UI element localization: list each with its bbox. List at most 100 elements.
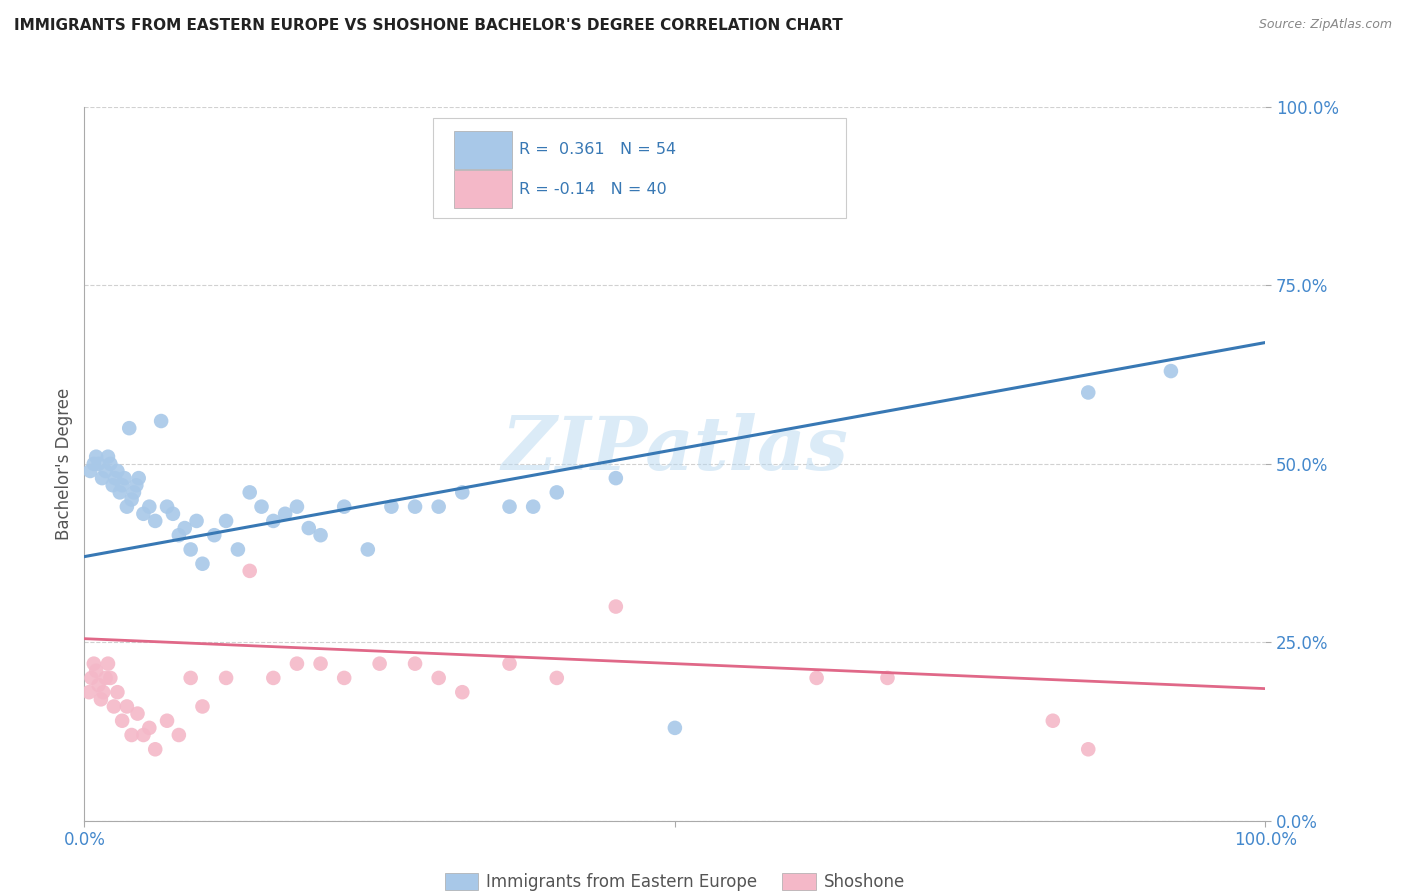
Point — [180, 671, 202, 685]
Point — [546, 671, 568, 685]
Point — [83, 457, 105, 471]
Point — [127, 706, 149, 721]
Point — [180, 542, 202, 557]
Point — [664, 721, 686, 735]
Point — [138, 721, 160, 735]
Point — [333, 500, 356, 514]
Point — [285, 657, 308, 671]
Point — [167, 728, 190, 742]
Point — [156, 500, 179, 514]
Point — [94, 671, 117, 685]
Point — [191, 699, 214, 714]
Point — [118, 421, 141, 435]
Point — [79, 464, 101, 478]
Point — [122, 485, 145, 500]
Point — [262, 671, 284, 685]
Point — [427, 671, 450, 685]
Point — [173, 521, 195, 535]
Point — [107, 685, 129, 699]
Point — [121, 728, 143, 742]
Text: ZIPatlas: ZIPatlas — [502, 413, 848, 486]
Point — [357, 542, 380, 557]
Point — [427, 500, 450, 514]
Point — [806, 671, 828, 685]
Point — [83, 657, 105, 671]
Point — [605, 471, 627, 485]
Point — [156, 714, 179, 728]
Point — [84, 664, 107, 678]
Point — [91, 471, 114, 485]
Point — [87, 457, 110, 471]
Point — [162, 507, 184, 521]
Point — [380, 500, 402, 514]
Point — [107, 464, 129, 478]
Point — [451, 685, 474, 699]
Point — [98, 457, 121, 471]
Text: IMMIGRANTS FROM EASTERN EUROPE VS SHOSHONE BACHELOR'S DEGREE CORRELATION CHART: IMMIGRANTS FROM EASTERN EUROPE VS SHOSHO… — [14, 18, 842, 33]
Point — [239, 564, 262, 578]
Point — [546, 485, 568, 500]
Point — [132, 728, 155, 742]
Point — [522, 500, 544, 514]
Point — [97, 657, 120, 671]
Point — [202, 528, 225, 542]
Point — [132, 507, 155, 521]
Point — [1077, 742, 1099, 756]
Point — [368, 657, 391, 671]
Point — [404, 657, 426, 671]
Point — [77, 685, 100, 699]
Point — [239, 485, 262, 500]
Point — [91, 685, 114, 699]
Point — [226, 542, 249, 557]
Point — [111, 714, 134, 728]
Point — [115, 500, 138, 514]
Point — [97, 450, 120, 464]
Point — [101, 478, 124, 492]
Point — [84, 450, 107, 464]
Legend: Immigrants from Eastern Europe, Shoshone: Immigrants from Eastern Europe, Shoshone — [437, 866, 912, 892]
Point — [150, 414, 173, 428]
FancyBboxPatch shape — [433, 118, 846, 218]
Point — [298, 521, 321, 535]
Text: R =  0.361   N = 54: R = 0.361 N = 54 — [519, 143, 676, 157]
Point — [215, 514, 238, 528]
Point — [167, 528, 190, 542]
Point — [605, 599, 627, 614]
Point — [87, 678, 110, 692]
Point — [309, 657, 332, 671]
Point — [285, 500, 308, 514]
Point — [333, 671, 356, 685]
Point — [262, 514, 284, 528]
Point — [1077, 385, 1099, 400]
Point — [104, 471, 127, 485]
Point — [1042, 714, 1064, 728]
Point — [404, 500, 426, 514]
Point — [274, 507, 297, 521]
Point — [115, 699, 138, 714]
Point — [114, 471, 136, 485]
Point — [309, 528, 332, 542]
Point — [186, 514, 208, 528]
Point — [498, 657, 520, 671]
Point — [125, 478, 148, 492]
Point — [111, 478, 134, 492]
Point — [138, 500, 160, 514]
Point — [128, 471, 150, 485]
FancyBboxPatch shape — [454, 130, 512, 169]
Point — [451, 485, 474, 500]
Point — [191, 557, 214, 571]
Point — [1160, 364, 1182, 378]
Text: R = -0.14   N = 40: R = -0.14 N = 40 — [519, 182, 666, 196]
Point — [94, 464, 117, 478]
FancyBboxPatch shape — [454, 169, 512, 209]
Point — [876, 671, 898, 685]
Point — [498, 500, 520, 514]
Y-axis label: Bachelor's Degree: Bachelor's Degree — [55, 388, 73, 540]
Point — [90, 692, 112, 706]
Point — [80, 671, 103, 685]
Point — [103, 699, 125, 714]
Point — [143, 742, 166, 756]
Point — [98, 671, 121, 685]
Point — [250, 500, 273, 514]
Point — [108, 485, 131, 500]
